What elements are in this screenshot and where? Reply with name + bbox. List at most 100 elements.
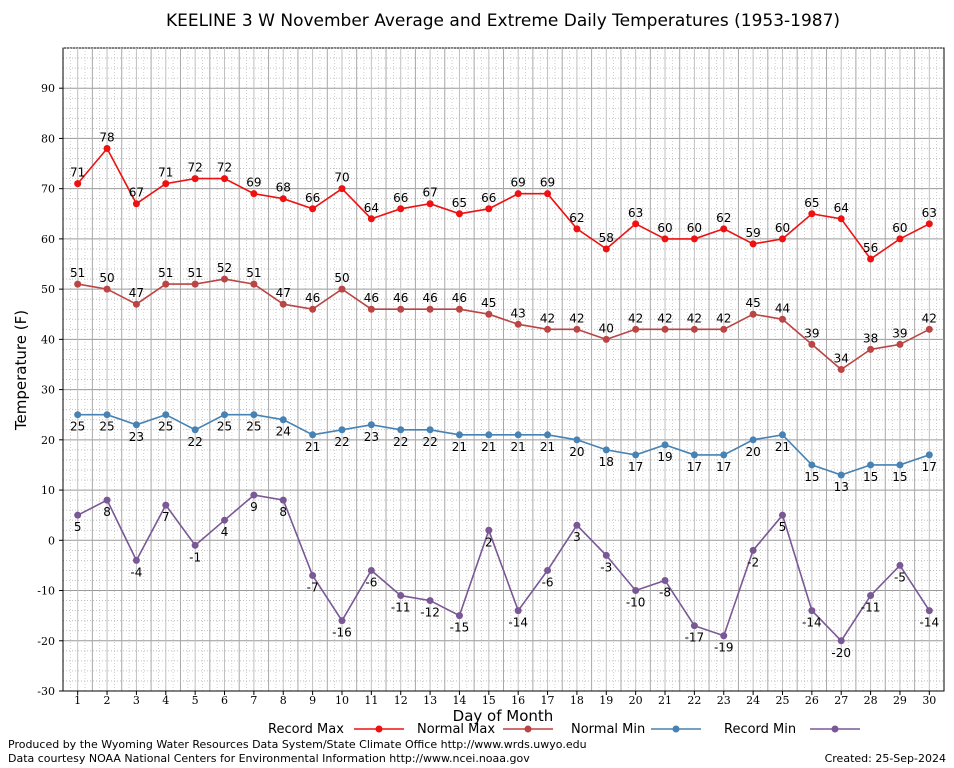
normal-min-point <box>514 431 522 439</box>
normal-max-point <box>808 340 816 348</box>
record-min-data-label: -10 <box>626 596 646 610</box>
normal-max-point <box>514 320 522 328</box>
record-max-data-label: 65 <box>804 196 819 210</box>
record-min-point <box>544 566 552 574</box>
record-max-point <box>661 235 669 243</box>
normal-max-data-label: 42 <box>716 311 731 325</box>
record-max-point <box>749 240 757 248</box>
normal-min-point <box>162 411 170 419</box>
record-min-point <box>74 511 82 519</box>
normal-min-point <box>778 431 786 439</box>
normal-min-data-label: 22 <box>422 435 437 449</box>
normal-max-line <box>77 278 930 371</box>
record-max-point <box>338 185 346 193</box>
normal-min-data-label: 21 <box>481 440 496 454</box>
normal-max-data-label: 51 <box>246 266 261 280</box>
normal-min-point <box>338 426 346 434</box>
normal-max-data-label: 50 <box>99 271 114 285</box>
normal-max-point <box>485 310 493 318</box>
x-tick-label: 7 <box>250 694 257 707</box>
normal-max-data-label: 34 <box>834 352 849 366</box>
record-max-data-label: 63 <box>628 206 643 220</box>
record-max-point <box>162 180 170 188</box>
normal-min-point <box>808 461 816 469</box>
record-max-point <box>925 220 933 228</box>
y-tick-label: 70 <box>41 183 55 196</box>
record-max-point <box>103 144 111 152</box>
normal-max-data-label: 46 <box>452 291 467 305</box>
x-tick-label: 21 <box>658 694 672 707</box>
record-min-data-label: -12 <box>420 606 440 620</box>
record-min-data-label: -11 <box>861 601 881 615</box>
y-tick-label: 60 <box>41 233 55 246</box>
normal-min-data-label: 23 <box>129 430 144 444</box>
record-min-point <box>397 592 405 600</box>
x-tick-label: 1 <box>74 694 81 707</box>
record-min-data-label: 9 <box>250 500 258 514</box>
normal-min-point <box>837 471 845 479</box>
x-tick-label: 22 <box>687 694 701 707</box>
normal-min-data-label: 17 <box>687 460 702 474</box>
normal-min-data-label: 20 <box>569 445 584 459</box>
record-max-point <box>720 225 728 233</box>
normal-min-data-label: 17 <box>922 460 937 474</box>
record-max-data-label: 68 <box>276 181 291 195</box>
legend-marker-normal-max <box>524 725 532 733</box>
normal-max-point <box>544 325 552 333</box>
y-tick-label: 50 <box>41 283 55 296</box>
normal-min-point <box>690 451 698 459</box>
record-max-data-label: 72 <box>217 161 232 175</box>
normal-max-data-label: 50 <box>334 271 349 285</box>
normal-min-data-label: 17 <box>716 460 731 474</box>
y-tick-label: -30 <box>37 685 55 698</box>
x-tick-label: 28 <box>864 694 878 707</box>
record-min-point <box>602 551 610 559</box>
normal-min-data-label: 13 <box>834 480 849 494</box>
normal-min-data-label: 22 <box>188 435 203 449</box>
normal-min-data-label: 19 <box>657 450 672 464</box>
x-tick-label: 24 <box>746 694 760 707</box>
record-max-point <box>74 180 82 188</box>
record-max-data-label: 65 <box>452 196 467 210</box>
normal-min-point <box>132 421 140 429</box>
normal-max-data-label: 47 <box>129 286 144 300</box>
normal-min-point <box>309 431 317 439</box>
record-min-data-label: -2 <box>747 555 759 569</box>
record-min-point <box>279 496 287 504</box>
record-min-point <box>808 607 816 615</box>
legend-marker-normal-min <box>672 725 680 733</box>
normal-max-point <box>749 310 757 318</box>
record-min-data-label: -16 <box>332 626 352 640</box>
normal-max-data-label: 44 <box>775 301 790 315</box>
record-max-point <box>632 220 640 228</box>
legend-marker-record-max <box>375 725 383 733</box>
normal-min-point <box>661 441 669 449</box>
normal-min-point <box>397 426 405 434</box>
normal-min-data-label: 15 <box>863 470 878 484</box>
record-max-point <box>221 175 229 183</box>
record-min-data-label: -14 <box>802 616 822 630</box>
record-max-point <box>367 215 375 223</box>
series-points <box>74 144 933 645</box>
normal-max-data-label: 46 <box>305 291 320 305</box>
normal-max-point <box>661 325 669 333</box>
y-tick-label: 10 <box>41 484 55 497</box>
record-min-data-label: -14 <box>920 616 940 630</box>
normal-min-data-label: 15 <box>892 470 907 484</box>
normal-min-point <box>867 461 875 469</box>
normal-min-point <box>925 451 933 459</box>
record-max-point <box>602 245 610 253</box>
record-min-data-label: -5 <box>894 570 906 584</box>
record-min-point <box>103 496 111 504</box>
record-min-point <box>250 491 258 499</box>
y-tick-label: 30 <box>41 384 55 397</box>
record-min-point <box>514 607 522 615</box>
footer-created-date: Created: 25-Sep-2024 <box>825 752 946 765</box>
record-max-point <box>867 255 875 263</box>
normal-max-data-label: 42 <box>687 311 702 325</box>
normal-max-point <box>778 315 786 323</box>
record-max-data-label: 69 <box>540 176 555 190</box>
record-max-point <box>250 190 258 198</box>
y-tick-label: -20 <box>37 635 55 648</box>
